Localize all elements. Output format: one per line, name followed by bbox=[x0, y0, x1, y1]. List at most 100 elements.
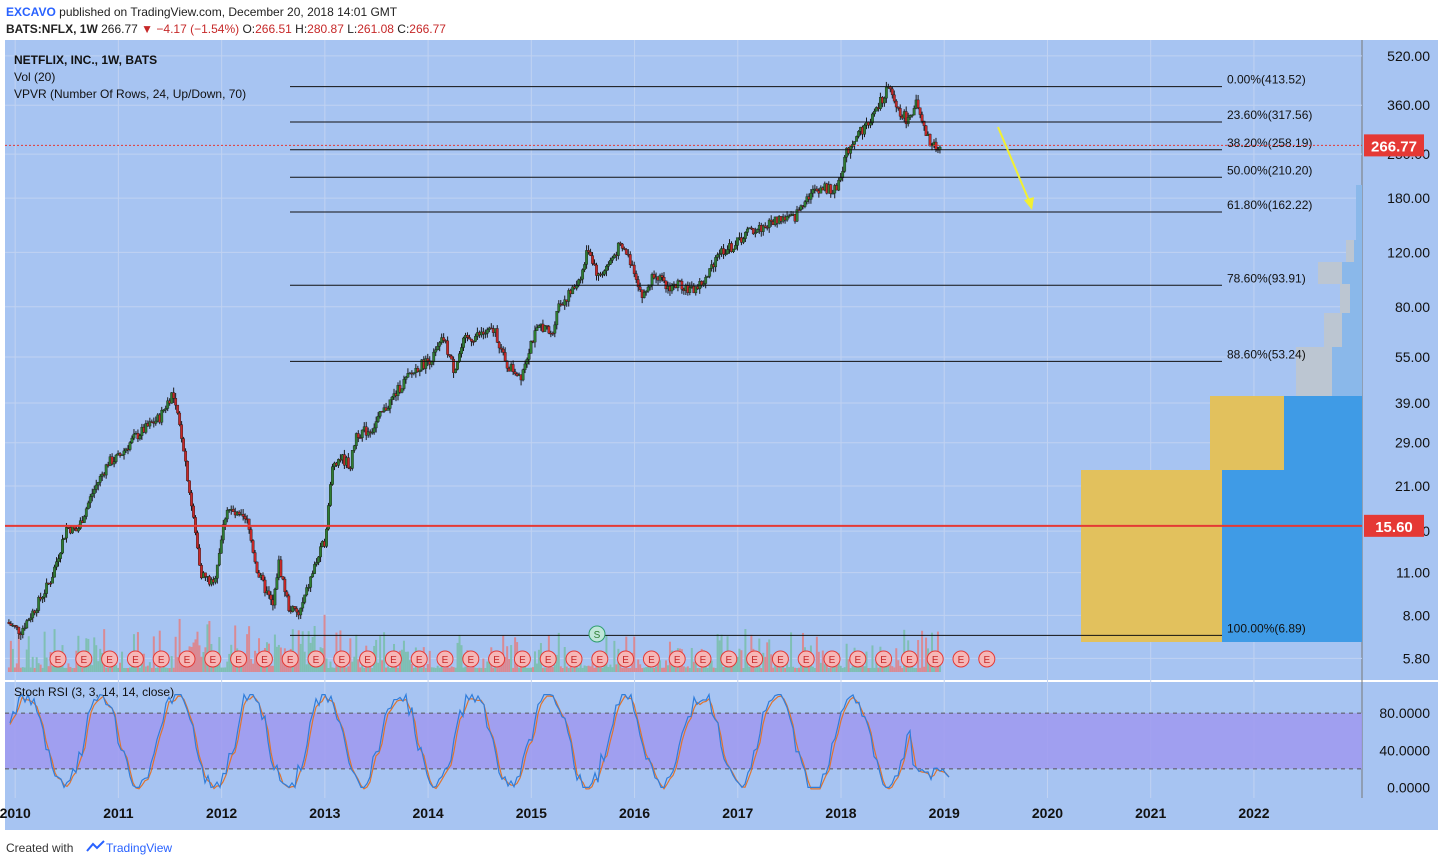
candle-body bbox=[190, 492, 193, 507]
volume-bar bbox=[768, 639, 771, 672]
volume-bar bbox=[841, 667, 844, 672]
price-tick-label: 29.00 bbox=[1395, 435, 1430, 451]
volume-bar bbox=[375, 639, 378, 672]
earnings-marker-label: E bbox=[958, 655, 965, 666]
candle-body bbox=[755, 229, 759, 233]
candle-body bbox=[309, 576, 313, 588]
candle-body bbox=[906, 116, 910, 125]
volume-bar bbox=[760, 667, 763, 672]
candle-body bbox=[160, 409, 164, 423]
volume-bar bbox=[899, 665, 902, 672]
volume-bar bbox=[508, 658, 511, 672]
candle-body bbox=[642, 292, 646, 298]
forecast-arrow[interactable] bbox=[997, 126, 1034, 210]
volume-bar bbox=[160, 667, 163, 672]
volume-bar bbox=[565, 666, 568, 672]
earnings-marker-label: E bbox=[158, 655, 165, 666]
candle-body bbox=[82, 516, 86, 523]
candle-body bbox=[390, 396, 394, 400]
volume-bar bbox=[313, 625, 316, 672]
volume-bar bbox=[456, 642, 459, 672]
volume-bar bbox=[704, 663, 707, 672]
volume-bar bbox=[21, 667, 24, 672]
legend-title: NETFLIX, INC., 1W, BATS bbox=[14, 53, 157, 67]
earnings-marker bbox=[642, 650, 660, 668]
candle-body bbox=[446, 340, 450, 355]
volume-bar bbox=[847, 659, 850, 672]
volume-bar bbox=[835, 664, 838, 672]
volume-bar bbox=[226, 661, 229, 672]
candle-body bbox=[481, 331, 485, 335]
volume-bar bbox=[555, 655, 558, 672]
volume-bar bbox=[254, 650, 257, 672]
tradingview-logo-icon bbox=[86, 840, 105, 852]
volume-bar bbox=[361, 663, 364, 672]
volume-bar bbox=[583, 665, 586, 672]
volume-bar bbox=[528, 667, 531, 672]
volume-bar bbox=[722, 667, 725, 672]
candle-body bbox=[928, 133, 932, 147]
earnings-marker bbox=[307, 650, 325, 668]
price-axis[interactable]: 520.00360.00250.00180.00120.0080.0055.00… bbox=[1387, 48, 1430, 666]
price-badges: 266.77 15.60 bbox=[1364, 134, 1424, 537]
volume-bar bbox=[923, 666, 926, 672]
volume-bar bbox=[144, 666, 147, 672]
candle-body bbox=[607, 264, 610, 267]
candle-body bbox=[204, 572, 207, 577]
footer: Created with TradingView bbox=[0, 836, 1441, 865]
volume-bar bbox=[408, 660, 411, 672]
volume-bar bbox=[35, 657, 38, 672]
volume-bar bbox=[623, 667, 626, 672]
ohlc-o-label: O: bbox=[242, 22, 256, 36]
volume-bar bbox=[537, 649, 540, 672]
volume-bar bbox=[659, 660, 662, 672]
volume-bar bbox=[730, 664, 733, 672]
candle-body bbox=[513, 371, 517, 374]
time-axis[interactable]: 2010 2011 2012 2013 2014 2015 2016 2017 2018 2019… bbox=[0, 805, 1270, 821]
candle-body bbox=[875, 107, 878, 112]
candle-body bbox=[29, 617, 33, 621]
volume-bar bbox=[424, 667, 427, 672]
volume-bar bbox=[728, 667, 731, 672]
volume-bar bbox=[790, 632, 793, 672]
earnings-marker bbox=[281, 650, 299, 668]
earnings-marker bbox=[875, 650, 893, 668]
volume-bar bbox=[811, 666, 814, 672]
candle-body bbox=[21, 628, 25, 635]
candle-body bbox=[871, 113, 874, 124]
candle-body bbox=[466, 335, 469, 338]
volume-bar bbox=[53, 629, 56, 672]
candle-body bbox=[386, 408, 390, 411]
candle-body bbox=[426, 358, 430, 361]
volume-bar bbox=[105, 667, 108, 672]
volume-bar bbox=[47, 666, 50, 672]
candle-body bbox=[442, 337, 446, 341]
volume-bar bbox=[772, 667, 775, 672]
volume-bar bbox=[573, 667, 576, 672]
volume-bar bbox=[33, 667, 36, 672]
volume-bar bbox=[895, 648, 898, 672]
candle-body bbox=[174, 398, 178, 406]
volume-bar bbox=[909, 667, 912, 672]
candle-body bbox=[452, 359, 455, 373]
time-tick-label: 2015 bbox=[516, 805, 547, 821]
candle-body bbox=[261, 574, 265, 581]
publisher-name[interactable]: EXCAVO bbox=[6, 5, 56, 19]
fibonacci-retracement[interactable]: 0.00%(413.52) 23.60%(317.56) 38.20%(258.19… bbox=[290, 73, 1312, 636]
earnings-marker bbox=[617, 650, 635, 668]
earnings-markers[interactable]: E E E E E E E E E E E E E E E E E E E E E E E E E E E E E E E E E E E E E S bbox=[49, 625, 996, 668]
tradingview-brand[interactable]: TradingView bbox=[106, 841, 173, 855]
candle-body bbox=[533, 330, 537, 343]
candle-body bbox=[53, 566, 56, 578]
candle-body bbox=[378, 411, 382, 417]
candle-body bbox=[27, 619, 31, 622]
candle-body bbox=[438, 342, 442, 347]
volume-bar bbox=[51, 666, 54, 672]
volume-bar bbox=[666, 665, 669, 672]
volume-bar bbox=[389, 667, 392, 672]
earnings-marker-label: E bbox=[777, 655, 784, 666]
volume-bar bbox=[506, 646, 509, 672]
volume-bar bbox=[476, 668, 479, 672]
candle-body bbox=[178, 412, 182, 425]
